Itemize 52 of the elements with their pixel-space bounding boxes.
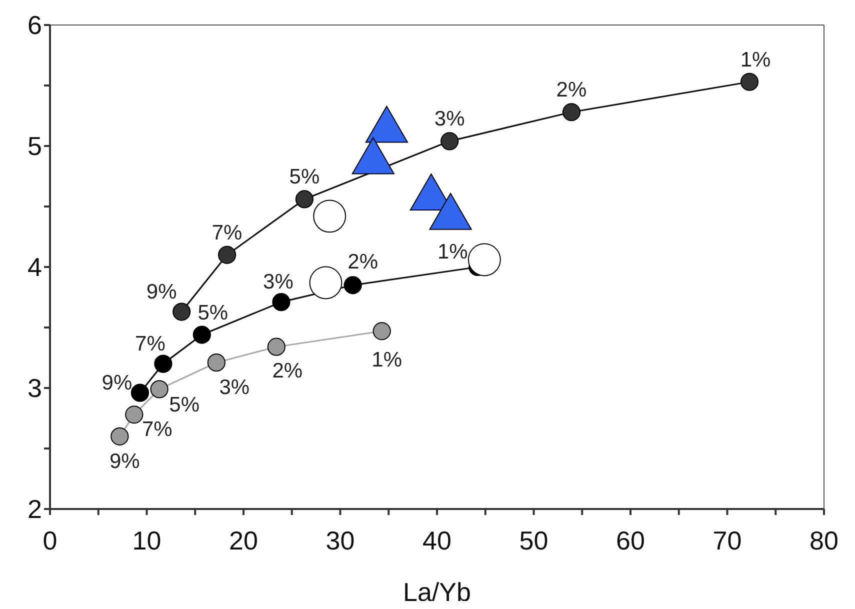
x-tick-label: 50 [519, 525, 548, 556]
point [192, 326, 211, 344]
annotation: 3% [219, 376, 250, 400]
point [309, 266, 342, 300]
annotation: 1% [740, 48, 771, 72]
annotation: 2% [272, 359, 303, 382]
x-tick-label: 70 [712, 525, 742, 556]
annotation: 2% [348, 250, 378, 274]
x-tick-label: 60 [616, 525, 645, 556]
annotation: 9% [102, 371, 132, 394]
point [110, 427, 129, 446]
point [150, 380, 168, 398]
y-tick-label: 4 [28, 252, 42, 282]
y-tick-label: 3 [28, 373, 42, 404]
point [440, 132, 459, 150]
point [468, 243, 501, 276]
annotation: 5% [169, 394, 200, 417]
annotation: 7% [142, 418, 172, 442]
x-tick-label: 20 [229, 525, 258, 556]
point [130, 384, 150, 402]
annotation: 3% [263, 270, 294, 294]
x-tick-label: 0 [42, 525, 58, 556]
point [562, 103, 581, 122]
point [740, 72, 759, 91]
annotation: 1% [372, 348, 402, 372]
y-tick-label: 5 [28, 131, 42, 162]
x-tick-label: 80 [810, 525, 838, 556]
x-tick-label: 40 [422, 525, 452, 556]
x-tick-label: 10 [132, 525, 162, 556]
x-axis-title: La/Yb [403, 577, 471, 607]
annotation: 7% [212, 221, 242, 244]
point [125, 406, 144, 424]
point [372, 322, 391, 340]
point [267, 338, 286, 356]
annotation: 2% [556, 78, 587, 102]
annotation: 9% [146, 280, 177, 304]
point [207, 354, 226, 372]
point [344, 276, 362, 294]
point [218, 246, 236, 264]
annotation: 5% [289, 166, 320, 189]
annotation: 1% [437, 240, 468, 264]
annotation: 3% [434, 108, 465, 131]
point [272, 293, 290, 312]
annotation: 5% [198, 301, 228, 324]
x-tick-label: 30 [326, 525, 355, 556]
y-tick-label: 6 [28, 10, 42, 40]
annotation: 9% [109, 450, 140, 473]
point [172, 302, 191, 321]
point [154, 354, 172, 373]
annotation: 7% [135, 332, 166, 356]
point [295, 190, 314, 208]
y-tick-label: 2 [28, 494, 42, 524]
